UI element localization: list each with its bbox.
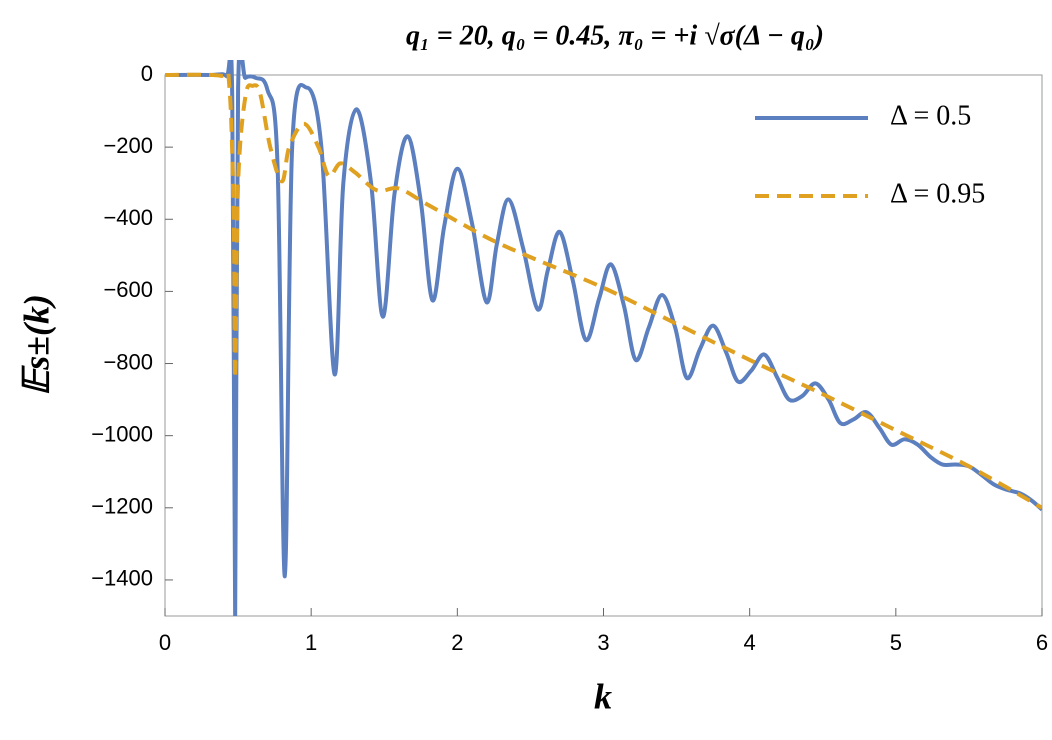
y-tick-label: −600: [103, 277, 153, 302]
plot-frame: [164, 74, 1043, 617]
legend-label: Δ = 0.5: [890, 100, 971, 131]
x-tick-label: 4: [744, 630, 756, 655]
y-tick-label: −1400: [91, 566, 153, 591]
series-line: [165, 70, 1042, 510]
y-tick-label: −800: [103, 349, 153, 374]
x-tick-label: 0: [159, 630, 171, 655]
x-tick-label: 2: [451, 630, 463, 655]
y-tick-label: −400: [103, 205, 153, 230]
x-axis-label: k: [594, 676, 612, 716]
chart-title: q₁ = 20, q₀ = 0.45, π₀ = +i √σ(Δ − q₀): [406, 20, 824, 51]
y-tick-label: −1200: [91, 494, 153, 519]
y-tick-label: −200: [103, 133, 153, 158]
x-tick-label: 3: [597, 630, 609, 655]
y-axis-label: 𝔼s±(k): [16, 294, 56, 396]
y-tick-label: 0: [141, 61, 153, 86]
legend-label: Δ = 0.95: [890, 178, 985, 209]
x-tick-label: 6: [1036, 630, 1048, 655]
x-tick-label: 5: [890, 630, 902, 655]
x-tick-label: 1: [305, 630, 317, 655]
plot-area: [165, 60, 1042, 616]
y-tick-label: −1000: [91, 421, 153, 446]
